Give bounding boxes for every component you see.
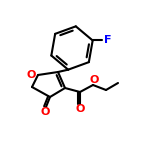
Text: O: O [89,75,99,85]
Text: O: O [75,104,85,114]
Text: F: F [104,35,111,45]
Text: O: O [26,70,36,80]
Text: O: O [40,107,50,117]
